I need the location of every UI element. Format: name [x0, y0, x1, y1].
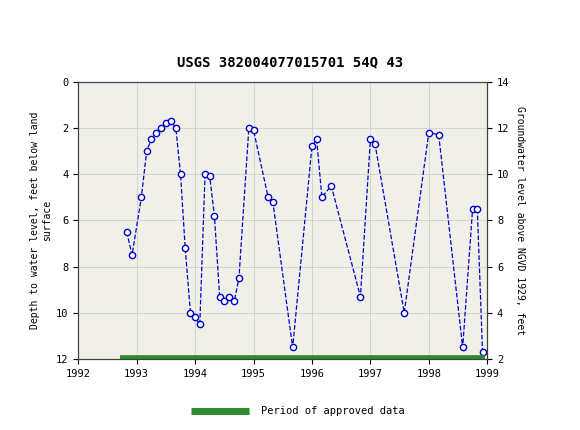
Y-axis label: Groundwater level above NGVD 1929, feet: Groundwater level above NGVD 1929, feet	[515, 106, 525, 335]
Y-axis label: Depth to water level, feet below land
surface: Depth to water level, feet below land su…	[30, 112, 52, 329]
Text: USGS 382004077015701 54Q 43: USGS 382004077015701 54Q 43	[177, 55, 403, 69]
Text: ΞUSGS: ΞUSGS	[7, 13, 63, 28]
Text: Period of approved data: Period of approved data	[261, 406, 405, 416]
